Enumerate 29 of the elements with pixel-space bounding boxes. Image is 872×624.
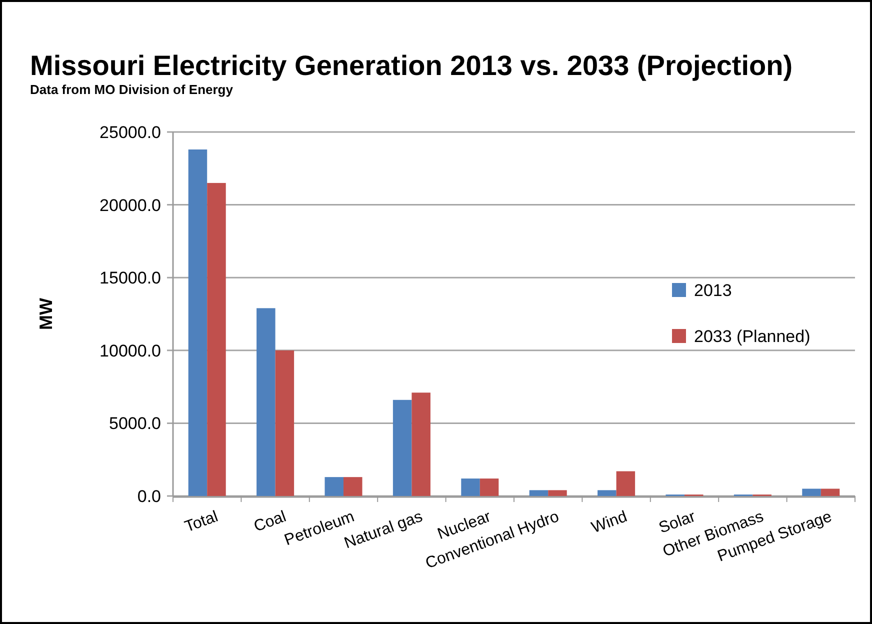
bar bbox=[344, 477, 362, 496]
x-tick-label: Wind bbox=[589, 508, 630, 537]
bar bbox=[275, 350, 294, 496]
legend-label: 2013 bbox=[694, 280, 732, 300]
bar bbox=[820, 488, 840, 496]
y-axis-title: MW bbox=[36, 298, 56, 330]
bar bbox=[461, 478, 480, 496]
y-tick-label: 10000.0 bbox=[100, 341, 161, 360]
bar bbox=[188, 149, 208, 496]
bar bbox=[324, 477, 344, 496]
bar bbox=[392, 400, 412, 496]
bar bbox=[616, 471, 636, 496]
bar bbox=[802, 488, 821, 496]
bar bbox=[548, 490, 567, 496]
bar bbox=[480, 478, 499, 496]
bar bbox=[529, 490, 548, 496]
bar bbox=[207, 182, 226, 496]
x-tick-label: Total bbox=[182, 508, 220, 536]
bar bbox=[412, 392, 430, 496]
y-tick-label: 20000.0 bbox=[100, 196, 161, 215]
legend-label: 2033 (Planned) bbox=[694, 326, 810, 346]
y-tick-label: 0.0 bbox=[137, 486, 161, 506]
chart-title: Missouri Electricity Generation 2013 vs. 2033 (Projection) bbox=[30, 50, 793, 81]
y-tick-label: 15000.0 bbox=[100, 268, 161, 288]
chart-subtitle: Data from MO Division of Energy bbox=[30, 82, 234, 97]
bar bbox=[598, 490, 616, 496]
bar bbox=[256, 308, 276, 496]
y-tick-label: 25000.0 bbox=[100, 122, 161, 142]
y-tick-label: 5000.0 bbox=[109, 414, 161, 434]
